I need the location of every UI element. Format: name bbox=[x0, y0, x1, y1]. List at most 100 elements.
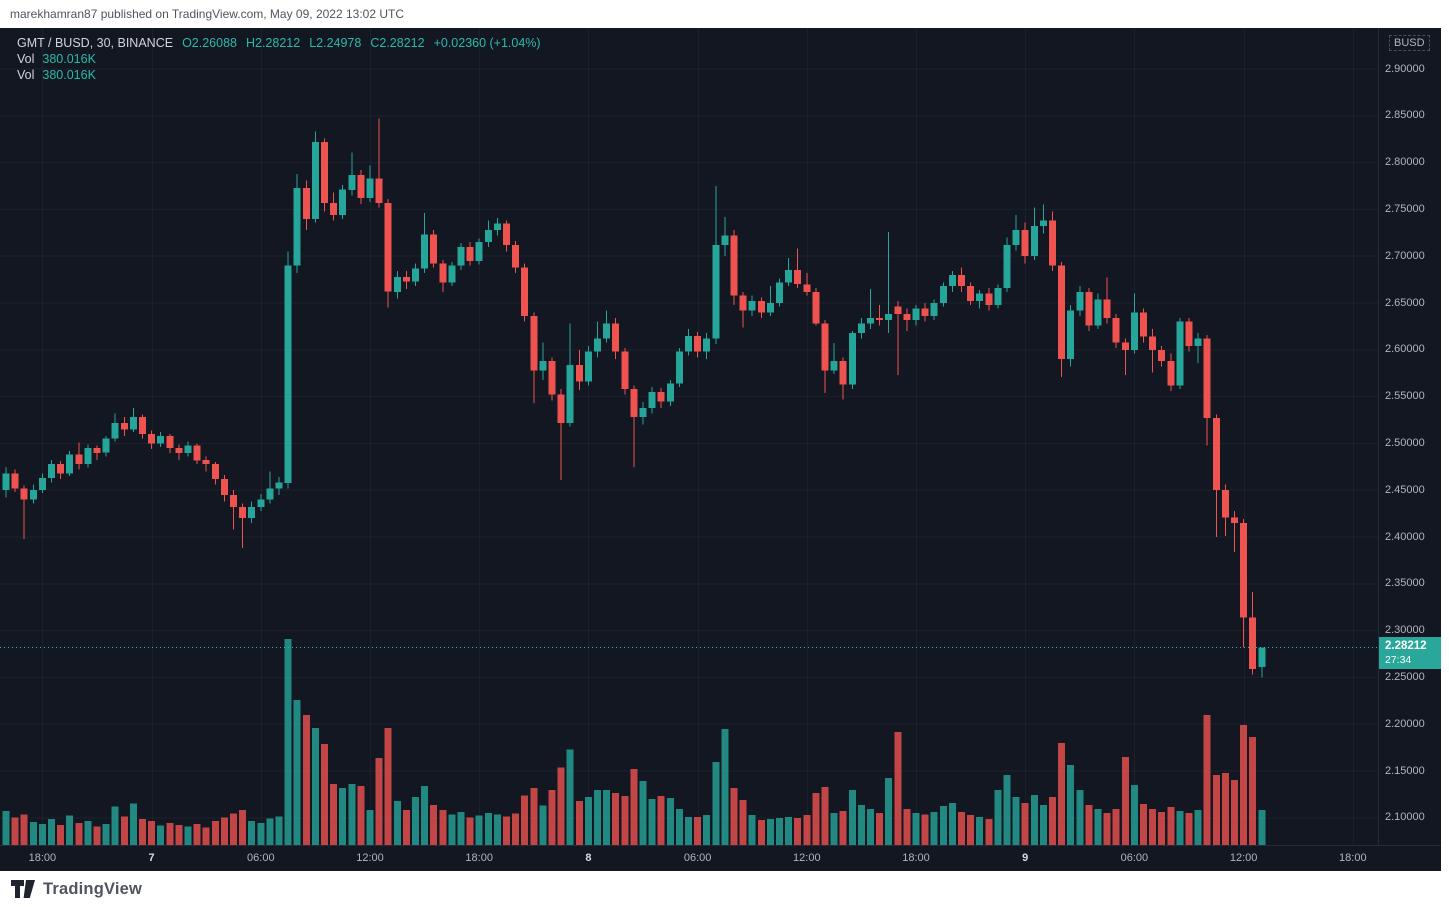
volume-bar bbox=[1194, 810, 1202, 845]
volume-bar bbox=[675, 809, 683, 845]
candle-body bbox=[157, 435, 165, 444]
volume-label[interactable]: Vol bbox=[17, 52, 35, 66]
volume-bar bbox=[1076, 790, 1084, 845]
volume-bar bbox=[239, 810, 247, 845]
candle-body bbox=[393, 276, 401, 292]
volume-bar bbox=[1003, 775, 1011, 845]
symbol-title[interactable]: GMT / BUSD, 30, BINANCE bbox=[17, 36, 174, 50]
volume-bar bbox=[93, 826, 101, 845]
candle-body bbox=[666, 383, 674, 402]
volume-bar bbox=[557, 767, 565, 845]
volume-bar bbox=[66, 815, 74, 845]
volume-bar bbox=[958, 812, 965, 845]
candle-body bbox=[257, 499, 265, 508]
candle-body bbox=[867, 318, 874, 324]
volume-bar bbox=[685, 817, 692, 845]
volume-bar bbox=[1067, 765, 1075, 845]
candle-body bbox=[475, 242, 483, 261]
candle-body bbox=[712, 245, 720, 339]
candle-body bbox=[1140, 312, 1147, 337]
volume-bar bbox=[1203, 715, 1211, 845]
volume-bar bbox=[630, 769, 638, 845]
volume-bar bbox=[366, 810, 374, 845]
volume-bar bbox=[648, 799, 656, 845]
volume-bar bbox=[38, 823, 46, 845]
tradingview-logo[interactable]: TradingView bbox=[10, 878, 142, 900]
volume-bar bbox=[75, 822, 83, 845]
candle-body bbox=[148, 434, 156, 444]
candle-body bbox=[384, 202, 392, 292]
volume-bar bbox=[220, 817, 228, 845]
candle-body bbox=[484, 230, 492, 243]
volume-bar bbox=[311, 728, 319, 845]
candle-body bbox=[1221, 490, 1229, 518]
candle-body bbox=[857, 323, 865, 333]
candle-body bbox=[275, 482, 283, 489]
volume-bar bbox=[1231, 780, 1238, 845]
candle-body bbox=[903, 314, 911, 320]
candle-body bbox=[457, 246, 465, 266]
volume-bar bbox=[603, 790, 611, 845]
candle-body bbox=[739, 295, 747, 311]
candle-body bbox=[812, 291, 820, 324]
volume-bar bbox=[848, 790, 856, 845]
volume-bar bbox=[120, 816, 128, 845]
volume-bar bbox=[266, 818, 274, 845]
chart-panel[interactable]: GMT / BUSD, 30, BINANCE O2.26088 H2.28212 L… bbox=[0, 28, 1441, 871]
chart-legend[interactable]: GMT / BUSD, 30, BINANCE O2.26088 H2.28212 L… bbox=[17, 36, 550, 83]
candle-body bbox=[1240, 523, 1248, 618]
volume-bar bbox=[448, 814, 456, 845]
candle-body bbox=[38, 478, 46, 491]
volume-bar bbox=[57, 824, 65, 845]
time-tick-label: 12:00 bbox=[356, 852, 384, 864]
volume-bar bbox=[857, 805, 865, 845]
volume-bar bbox=[1212, 775, 1220, 845]
volume-bar bbox=[1167, 807, 1175, 845]
volume-bar bbox=[994, 790, 1002, 845]
volume-bar bbox=[803, 815, 811, 845]
volume-bar bbox=[1021, 803, 1029, 845]
legend-open: O2.26088 bbox=[182, 36, 237, 50]
volume-bar bbox=[275, 816, 283, 845]
candle-body bbox=[1121, 342, 1129, 350]
volume-bar bbox=[457, 811, 465, 845]
candle-body bbox=[75, 454, 83, 464]
volume-bar bbox=[903, 809, 911, 845]
time-axis[interactable]: 18:00 7 06:00 12:00 18:00 8 06:00 12:00 18:00 9 06… bbox=[0, 845, 1441, 871]
volume-bar bbox=[948, 803, 956, 845]
price-tick-label: 2.35000 bbox=[1385, 577, 1425, 590]
candle-body bbox=[1194, 338, 1202, 347]
candle-body bbox=[1149, 336, 1157, 350]
candlestick-chart[interactable] bbox=[0, 28, 1378, 845]
volume-bar bbox=[694, 817, 702, 845]
candle-body bbox=[675, 351, 683, 384]
candle-body bbox=[912, 308, 920, 320]
tradingview-logo-icon bbox=[11, 880, 35, 898]
volume-bar bbox=[193, 823, 201, 845]
volume-bar bbox=[384, 728, 392, 845]
price-tick-label: 2.90000 bbox=[1385, 62, 1425, 75]
price-tick-label: 2.15000 bbox=[1385, 764, 1425, 777]
volume-bar bbox=[339, 788, 347, 845]
quote-currency-label[interactable]: BUSD bbox=[1389, 35, 1430, 51]
volume-label[interactable]: Vol bbox=[17, 68, 35, 82]
volume-bar bbox=[539, 805, 547, 845]
volume-bar bbox=[967, 815, 975, 845]
candle-body bbox=[1185, 321, 1193, 346]
candle-body bbox=[93, 448, 101, 453]
candle-body bbox=[321, 142, 328, 203]
candle-body bbox=[967, 286, 975, 302]
volume-bar bbox=[785, 817, 793, 845]
volume-bar bbox=[794, 818, 802, 845]
candle-body bbox=[958, 274, 965, 287]
candle-body bbox=[1258, 647, 1266, 668]
candle-body bbox=[566, 364, 574, 423]
volume-bar bbox=[1158, 812, 1166, 845]
candle-body bbox=[776, 282, 783, 303]
candle-body bbox=[175, 448, 183, 453]
candle-body bbox=[448, 265, 456, 283]
price-axis[interactable]: BUSD 2.28212 27:34 2.90000 2.85000 2.80000… bbox=[1378, 28, 1441, 845]
candle-body bbox=[412, 268, 419, 282]
volume-bar bbox=[612, 793, 620, 845]
